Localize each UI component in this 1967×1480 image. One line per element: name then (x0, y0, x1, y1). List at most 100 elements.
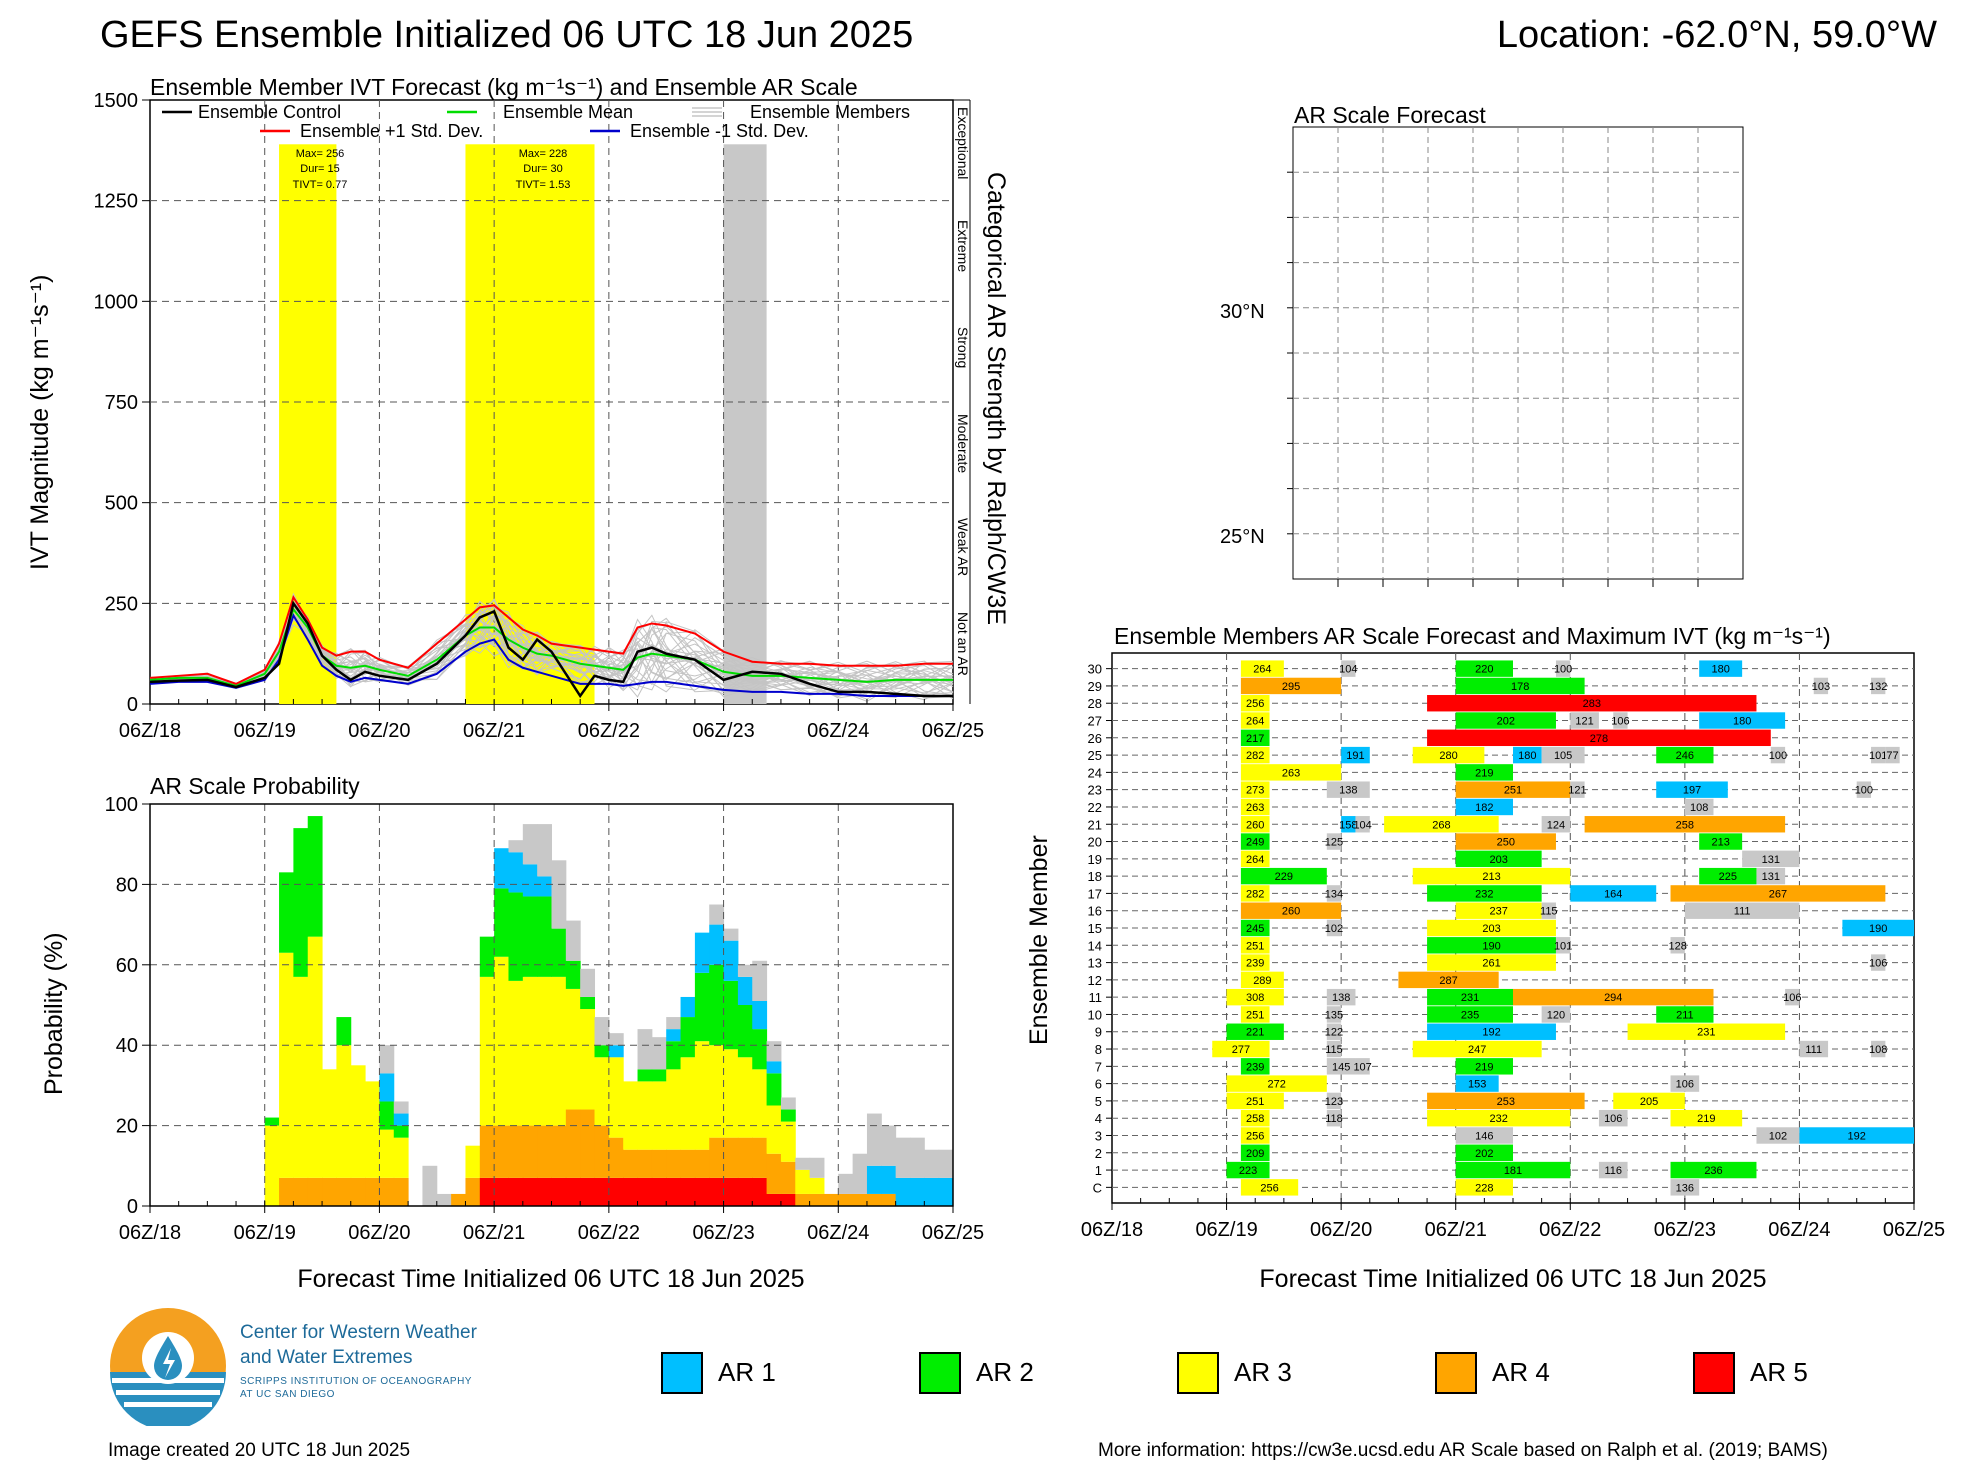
prob-bar-ar4 (537, 1125, 552, 1178)
member-ar-segment (1699, 660, 1743, 677)
prob-bar-ar5 (666, 1177, 682, 1206)
prob-bar-gray (881, 1125, 897, 1166)
member-ivt-label: 294 (1604, 992, 1622, 1004)
prob-bar-ar4 (479, 1125, 495, 1178)
member-ar-segment (1240, 937, 1270, 954)
event-annotation-2: Max= 228 Dur= 30 TIVT= 1.53 (516, 148, 571, 191)
prob-title: AR Scale Probability (150, 773, 360, 799)
member-label: 14 (1088, 938, 1102, 953)
prob-bar-ar1 (723, 940, 739, 981)
prob-bar-ar4 (365, 1177, 380, 1206)
member-ivt-label: 256 (1246, 698, 1264, 710)
prob-bar-ar3 (508, 980, 524, 1126)
member-ivt-label: 132 (1869, 681, 1887, 693)
member-label: 16 (1088, 904, 1102, 919)
prob-bar-ar3 (651, 1081, 667, 1150)
prob-bar-ar2 (279, 872, 294, 953)
member-ar-segment (1412, 1040, 1542, 1058)
svg-text:Max= 256: Max= 256 (296, 148, 345, 160)
prob-bar-gray (565, 920, 581, 961)
legend-mean-label: Ensemble Mean (503, 102, 633, 122)
logo-line4: AT UC SAN DIEGO (240, 1389, 335, 1400)
ivt-ytick-label: 1000 (94, 291, 139, 313)
ivt-series-line (149, 600, 953, 699)
member-ar-segment (1226, 988, 1284, 1006)
ivt-xtick-label: 06Z/18 (119, 720, 181, 742)
member-ivt-label: 180 (1733, 716, 1751, 728)
member-ar-segment (1455, 781, 1571, 798)
svg-text:Dur= 15: Dur= 15 (300, 163, 339, 175)
member-ar-segment (1871, 954, 1886, 971)
prob-bar-ar4 (508, 1125, 524, 1178)
prob-bar-ar1 (494, 848, 509, 889)
prob-bar-ar4 (838, 1193, 854, 1206)
member-ivt-label: 115 (1540, 906, 1558, 918)
ar-category-strip: Exceptional Extreme Strong Moderate Weak… (953, 99, 971, 704)
member-ivt-label: 158 (1339, 819, 1357, 831)
prob-bar-ar5 (709, 1177, 725, 1206)
prob-bar-ar2 (666, 1041, 682, 1070)
prob-bar-ar3 (623, 1081, 639, 1150)
prob-bar-ar4 (594, 1125, 610, 1178)
prob-bar-ar4 (494, 1125, 509, 1178)
member-ivt-label: 164 (1604, 888, 1622, 900)
member-ar-segment (1412, 867, 1571, 885)
member-ar-segment (1240, 1058, 1270, 1075)
prob-bar-gray (537, 824, 552, 877)
lat-label-25: 25°N (1220, 526, 1265, 548)
map-title: AR Scale Forecast (1294, 102, 1486, 128)
legend-ar4-label: AR 4 (1492, 1357, 1550, 1387)
member-ivt-label: 120 (1547, 1009, 1565, 1021)
member-label: 22 (1088, 800, 1102, 815)
member-ivt-label: 282 (1246, 888, 1264, 900)
member-label: 2 (1095, 1146, 1102, 1161)
member-ivt-label: 192 (1848, 1130, 1866, 1142)
member-ivt-label: 111 (1805, 1044, 1822, 1056)
member-ar-segment (1326, 1040, 1342, 1058)
member-ar-segment (1570, 712, 1599, 729)
prob-bar-ar2 (494, 888, 509, 957)
prob-bar-ar1 (938, 1177, 954, 1206)
member-label: 18 (1088, 869, 1102, 884)
member-ar-segment (1240, 885, 1270, 902)
prob-bar-ar4 (465, 1177, 481, 1206)
member-ar-segment (1427, 885, 1542, 902)
member-ivt-label: 100 (1554, 664, 1572, 676)
member-ar-segment (1455, 712, 1556, 729)
prob-bar-ar1 (881, 1165, 897, 1194)
member-ar-segment (1240, 919, 1270, 937)
prob-bar-ar3 (465, 1145, 481, 1178)
prob-bar-ar4 (350, 1177, 366, 1206)
member-ivt-label: 100 (1855, 785, 1873, 797)
member-ar-segment (1427, 919, 1556, 937)
member-label: 20 (1088, 835, 1102, 850)
prob-bar-ar1 (666, 1029, 682, 1042)
member-ar-segment (1598, 1161, 1628, 1179)
prob-panel: AR Scale Probability 0 20 40 60 80 100 06Z/18… (40, 773, 984, 1293)
prob-bar-ar2 (393, 1125, 409, 1138)
prob-bar-ar1 (694, 932, 710, 973)
member-ar-segment (1455, 1127, 1513, 1144)
prob-bar-ar3 (393, 1137, 409, 1178)
prob-xtick-label: 06Z/20 (348, 1222, 410, 1244)
member-ar-segment (1799, 1040, 1829, 1058)
prob-bar-gray (866, 1113, 882, 1166)
member-ivt-label: 205 (1640, 1096, 1658, 1108)
prob-bar-gray (551, 860, 567, 929)
member-ar-segment (1670, 1179, 1700, 1196)
member-ar-segment (1799, 1127, 1914, 1144)
member-ivt-label: 107 (1353, 1061, 1371, 1073)
member-ivt-label: 138 (1339, 785, 1357, 797)
member-ivt-label: 134 (1325, 888, 1343, 900)
legend-plus-label: Ensemble +1 Std. Dev. (300, 121, 483, 141)
prob-bar-ar3 (264, 1125, 280, 1206)
member-ar-segment (1856, 781, 1872, 798)
member-ar-segment (1742, 850, 1800, 868)
ivt-xtick-label: 06Z/19 (234, 720, 296, 742)
prob-bar-ar5 (608, 1177, 624, 1206)
member-ar-segment (1240, 954, 1270, 971)
ivt-ytick-label: 500 (105, 493, 138, 515)
prob-bar-ar5 (537, 1177, 552, 1206)
prob-bar-ar4 (651, 1149, 667, 1178)
member-ivt-label: 221 (1246, 1027, 1264, 1039)
